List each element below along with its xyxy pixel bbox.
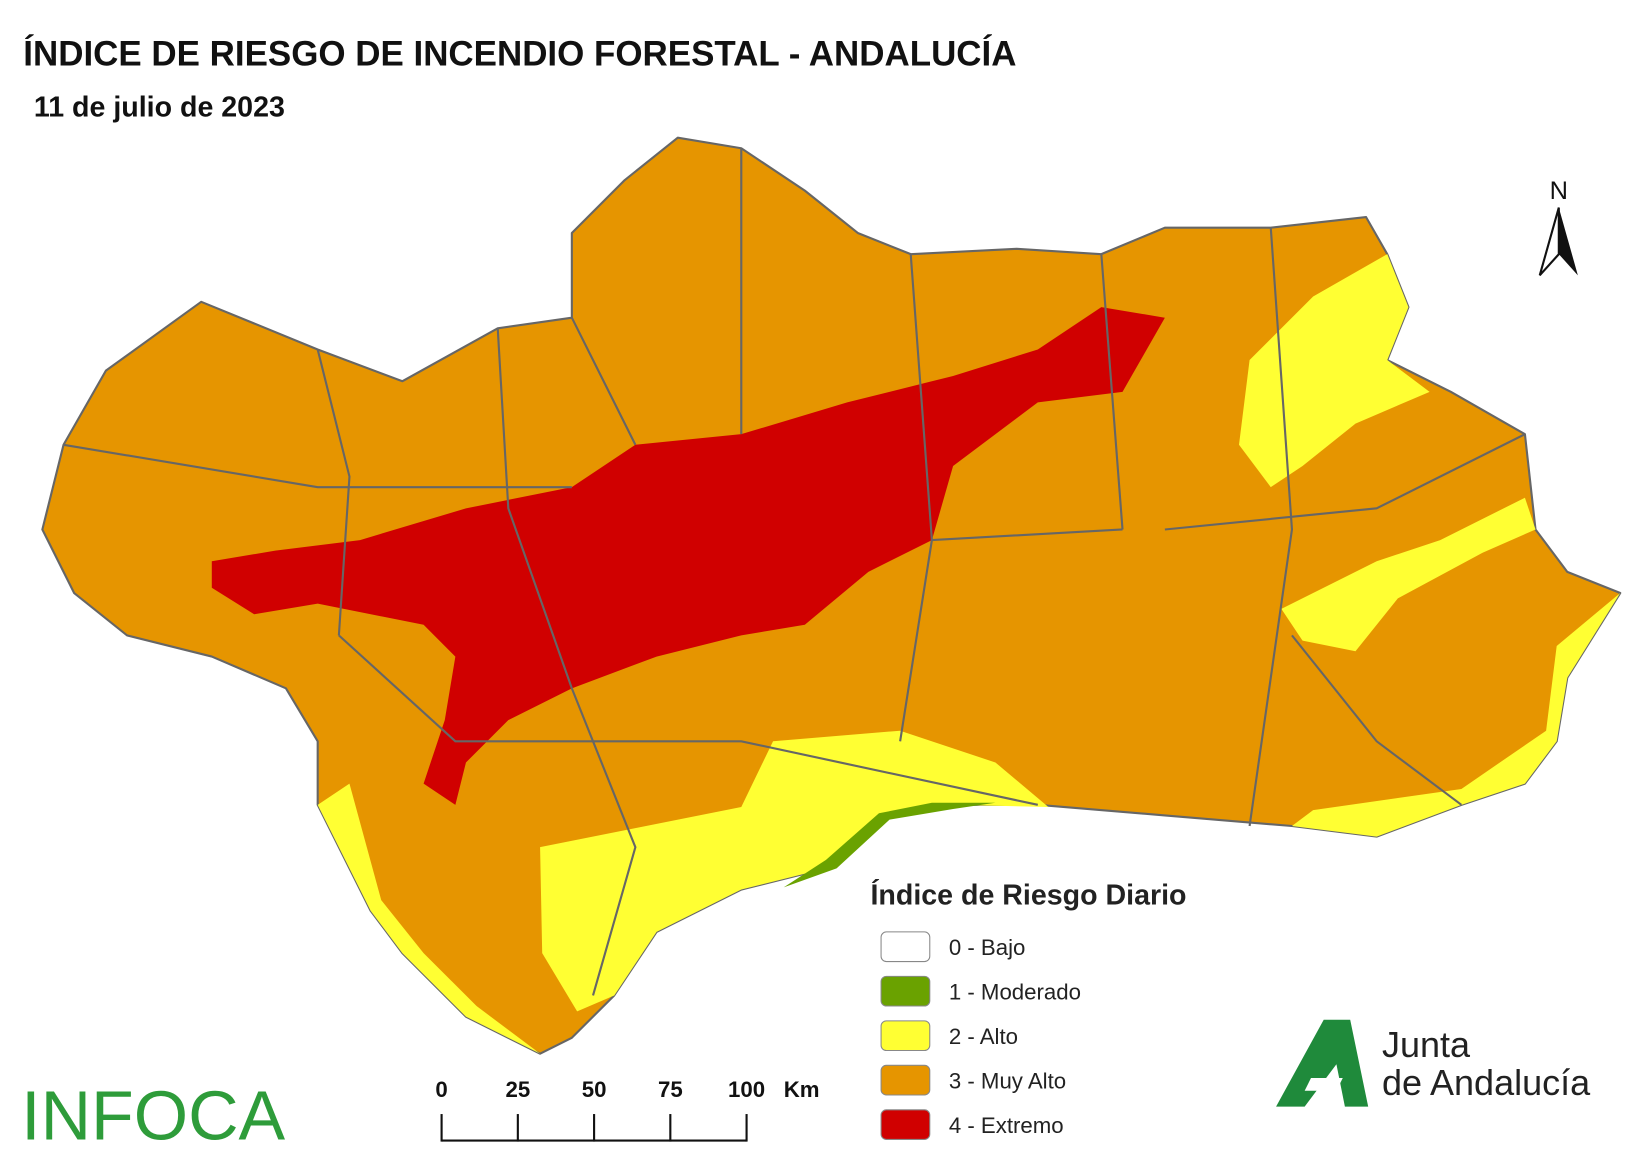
scale-tick-label: 100 xyxy=(728,1077,765,1102)
legend-swatch xyxy=(880,1064,931,1096)
junta-logo: Junta de Andalucía xyxy=(1276,1019,1591,1107)
scale-unit: Km xyxy=(784,1077,820,1102)
region-extremo xyxy=(211,307,1165,805)
region-alto-coast xyxy=(1291,593,1621,837)
map-subtitle: 11 de julio de 2023 xyxy=(34,91,285,123)
scale-tick-label: 50 xyxy=(582,1077,607,1102)
scale-tick-label: 75 xyxy=(658,1077,683,1102)
north-arrow: N xyxy=(1538,177,1578,277)
scale-bar: 0 25 50 75 100 Km xyxy=(435,1077,820,1142)
junta-logo-mark xyxy=(1276,1019,1369,1107)
legend-swatch xyxy=(880,1020,931,1052)
scale-tick-label: 25 xyxy=(505,1077,530,1102)
region-alto-south xyxy=(540,730,1049,1012)
legend-swatch xyxy=(880,1109,931,1140)
legend-label: 0 - Bajo xyxy=(949,935,1026,960)
region-moderado xyxy=(783,802,996,888)
map-title: ÍNDICE DE RIESGO DE INCENDIO FORESTAL - … xyxy=(23,34,1016,74)
legend-label: 2 - Alto xyxy=(949,1024,1018,1049)
legend-label: 1 - Moderado xyxy=(949,980,1081,1005)
north-arrow-right xyxy=(1558,207,1578,276)
scale-tick-label: 0 xyxy=(435,1077,447,1102)
junta-logo-gap xyxy=(1304,1078,1343,1091)
region-alto-east-2 xyxy=(1281,497,1536,652)
andalucia-map xyxy=(41,136,1622,1055)
municipal-borders xyxy=(63,148,1526,996)
north-arrow-left xyxy=(1538,207,1560,277)
region-alto-west xyxy=(317,783,541,1054)
legend: 0 - Bajo 1 - Moderado 2 - Alto 3 - Muy Alto… xyxy=(880,931,1081,1140)
legend-label: 3 - Muy Alto xyxy=(949,1069,1066,1094)
legend-label: 4 - Extremo xyxy=(949,1113,1064,1138)
region-alto-east xyxy=(1239,254,1430,488)
infoca-logo: INFOCA xyxy=(21,1076,285,1154)
andalucia-text: de Andalucía xyxy=(1382,1062,1591,1103)
legend-title: Índice de Riesgo Diario xyxy=(870,877,1186,911)
legend-swatch xyxy=(880,931,931,963)
junta-text: Junta xyxy=(1382,1024,1471,1065)
north-label: N xyxy=(1550,177,1568,205)
legend-swatch xyxy=(880,975,931,1007)
